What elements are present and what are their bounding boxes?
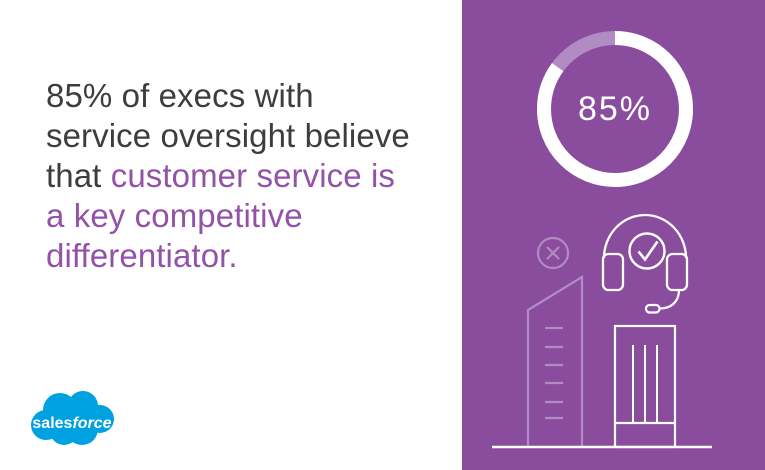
statistic-line-1: 85% of execs with [46,76,410,116]
salesforce-cloud-icon [31,391,114,445]
headset-icon [601,213,689,314]
statistic-text: 85% of execs with service oversight beli… [46,76,410,276]
service-building-icon [613,324,677,449]
statistic-line-5: differentiator. [46,236,410,276]
donut-progress-arc [537,31,693,187]
check-circle-icon [628,232,666,270]
statistic-line-3: that customer service is [46,156,410,196]
mic-capsule [644,303,661,314]
statistic-highlight-segment: customer service is [110,157,396,194]
statistic-segment: 85% of execs with [46,77,314,114]
donut-center-label: 85% [577,89,653,128]
x-circle-icon [536,236,570,270]
faded-group [526,236,584,447]
statistic-highlight-segment: differentiator. [46,237,238,274]
mic-boom [659,289,681,310]
statistic-segment: service oversight believe [46,117,410,154]
statistic-highlight-segment: a key competitive [46,197,303,234]
purple-panel: 85% [462,0,765,470]
donut-chart: 85% [530,24,700,194]
white-group [492,213,712,449]
statistic-segment: that [46,157,111,194]
salesforce-wordmark: salesforce [32,415,111,432]
statistic-line-2: service oversight believe [46,116,410,156]
service-illustration [492,213,712,449]
salesforce-logo: salesforce [31,391,114,445]
statistic-line-4: a key competitive [46,196,410,236]
faded-building-icon [526,275,584,447]
